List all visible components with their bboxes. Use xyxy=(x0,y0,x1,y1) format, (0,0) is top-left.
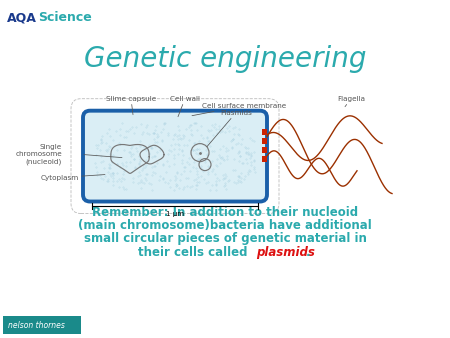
Text: nelson thornes: nelson thornes xyxy=(8,321,65,330)
Text: Remember: In addition to their nucleoid: Remember: In addition to their nucleoid xyxy=(92,206,358,218)
Text: Genetic engineering: Genetic engineering xyxy=(84,45,366,73)
Text: (main chromosome)bacteria have additional: (main chromosome)bacteria have additiona… xyxy=(78,219,372,232)
Text: Slime capsule: Slime capsule xyxy=(106,96,156,115)
FancyBboxPatch shape xyxy=(83,111,267,201)
Text: plasmids: plasmids xyxy=(256,246,315,259)
Text: 1 µm: 1 µm xyxy=(166,211,184,217)
Bar xyxy=(3,316,81,334)
Text: their cells called: their cells called xyxy=(138,246,252,259)
Bar xyxy=(262,129,267,135)
Text: small circular pieces of genetic material in: small circular pieces of genetic materia… xyxy=(84,233,366,245)
Text: .: . xyxy=(306,246,310,259)
Text: Cytoplasm: Cytoplasm xyxy=(41,174,105,180)
Text: AQA Science © Nelson Thornes Ltd 2006   1: AQA Science © Nelson Thornes Ltd 2006 1 xyxy=(306,322,445,328)
Text: Cell wall: Cell wall xyxy=(170,96,200,117)
Text: Plasmids: Plasmids xyxy=(207,110,252,147)
Bar xyxy=(262,138,267,144)
Bar xyxy=(262,155,267,162)
Text: Science: Science xyxy=(38,11,92,24)
Text: Single
chromosome
(nucleoid): Single chromosome (nucleoid) xyxy=(15,144,62,165)
Text: B1b 6.5 Genetic engineering: B1b 6.5 Genetic engineering xyxy=(315,14,445,22)
Text: Flagella: Flagella xyxy=(337,96,365,107)
Bar xyxy=(3,3,118,33)
Text: Cell surface membrane: Cell surface membrane xyxy=(192,103,286,116)
Text: AQA: AQA xyxy=(7,11,37,24)
Bar xyxy=(262,147,267,153)
